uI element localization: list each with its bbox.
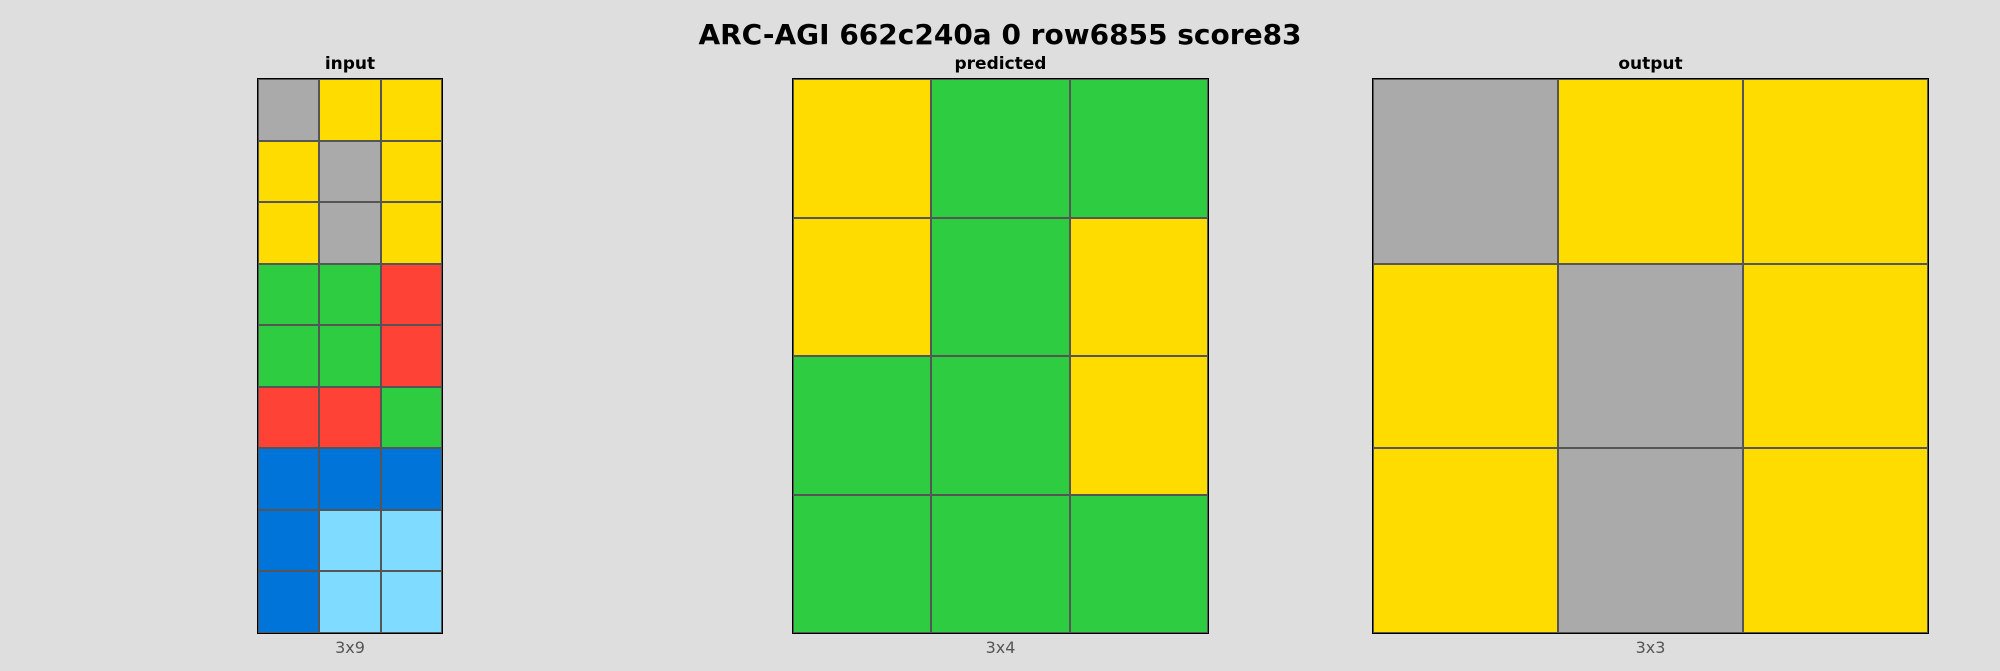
predicted-cell-r1-c0 bbox=[793, 217, 932, 356]
input-cell-r1-c0 bbox=[258, 140, 320, 203]
figure-title: ARC-AGI 662c240a 0 row6855 score83 bbox=[698, 18, 1302, 51]
output-cell-r2-c1 bbox=[1558, 448, 1743, 633]
output-panel-title: output bbox=[1618, 54, 1683, 74]
input-cell-r5-c1 bbox=[319, 386, 381, 449]
input-cell-r8-c1 bbox=[319, 571, 381, 633]
input-cell-r8-c0 bbox=[258, 571, 320, 633]
output-grid bbox=[1372, 78, 1929, 634]
predicted-cell-r3-c0 bbox=[793, 494, 932, 633]
input-cell-r5-c2 bbox=[380, 386, 442, 449]
predicted-cell-r2-c2 bbox=[1069, 356, 1208, 495]
input-cell-r4-c0 bbox=[258, 325, 320, 387]
predicted-cell-r3-c1 bbox=[931, 494, 1070, 633]
predicted-cell-r0-c0 bbox=[793, 79, 932, 218]
input-cell-r7-c1 bbox=[319, 509, 381, 572]
output-cell-r2-c0 bbox=[1373, 448, 1558, 633]
input-grid-dimensions: 3x9 bbox=[335, 638, 365, 657]
output-cell-r0-c0 bbox=[1373, 79, 1558, 264]
predicted-cell-r1-c2 bbox=[1069, 217, 1208, 356]
output-cell-r1-c1 bbox=[1558, 263, 1743, 449]
output-cell-r1-c2 bbox=[1743, 263, 1928, 449]
input-cell-r2-c2 bbox=[380, 202, 442, 264]
input-cell-r3-c1 bbox=[319, 263, 381, 326]
input-cell-r5-c0 bbox=[258, 386, 320, 449]
predicted-cell-r3-c2 bbox=[1069, 494, 1208, 633]
input-cell-r3-c2 bbox=[380, 263, 442, 326]
output-cell-r2-c2 bbox=[1743, 448, 1928, 633]
input-cell-r6-c1 bbox=[319, 448, 381, 510]
input-cell-r0-c0 bbox=[258, 79, 320, 141]
input-cell-r4-c2 bbox=[380, 325, 442, 387]
input-cell-r0-c2 bbox=[380, 79, 442, 141]
output-grid-dimensions: 3x3 bbox=[1635, 638, 1666, 657]
predicted-grid-dimensions: 3x4 bbox=[985, 638, 1016, 657]
predicted-grid bbox=[792, 78, 1209, 634]
output-cell-r0-c1 bbox=[1558, 79, 1743, 264]
predicted-cell-r0-c1 bbox=[931, 79, 1070, 218]
input-cell-r3-c0 bbox=[258, 263, 320, 326]
input-cell-r8-c2 bbox=[380, 571, 442, 633]
input-cell-r0-c1 bbox=[319, 79, 381, 141]
input-panel-title: input bbox=[324, 54, 376, 74]
predicted-cell-r2-c0 bbox=[793, 356, 932, 495]
input-cell-r6-c2 bbox=[380, 448, 442, 510]
predicted-cell-r1-c1 bbox=[931, 217, 1070, 356]
input-cell-r2-c0 bbox=[258, 202, 320, 264]
predicted-cell-r0-c2 bbox=[1069, 79, 1208, 218]
input-cell-r2-c1 bbox=[319, 202, 381, 264]
input-cell-r7-c2 bbox=[380, 509, 442, 572]
input-cell-r1-c2 bbox=[380, 140, 442, 203]
input-cell-r1-c1 bbox=[319, 140, 381, 203]
predicted-panel-title: predicted bbox=[954, 54, 1047, 74]
input-cell-r6-c0 bbox=[258, 448, 320, 510]
input-grid bbox=[257, 78, 443, 634]
predicted-cell-r2-c1 bbox=[931, 356, 1070, 495]
output-cell-r0-c2 bbox=[1743, 79, 1928, 264]
output-cell-r1-c0 bbox=[1373, 263, 1558, 449]
input-cell-r4-c1 bbox=[319, 325, 381, 387]
input-cell-r7-c0 bbox=[258, 509, 320, 572]
